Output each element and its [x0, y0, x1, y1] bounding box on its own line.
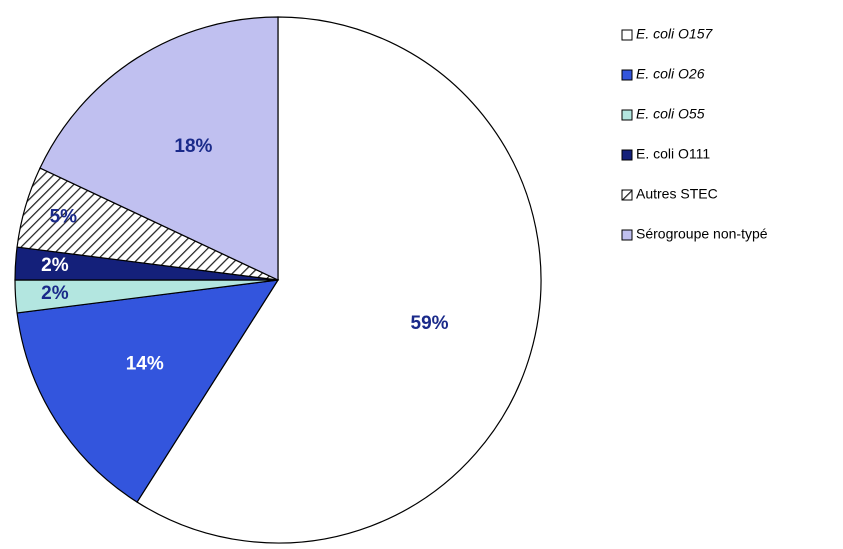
data-label: 2%	[41, 283, 69, 304]
data-label: 18%	[174, 136, 212, 157]
legend-label: E. coli O157	[636, 26, 713, 42]
legend-label: Autres STEC	[636, 186, 718, 202]
legend-label: E. coli O26	[636, 66, 705, 82]
legend-swatch	[621, 149, 633, 161]
legend-swatch	[621, 229, 633, 241]
legend-swatch	[621, 29, 633, 41]
pie-slice	[39, 16, 279, 281]
data-label: 14%	[126, 354, 164, 375]
data-label: 5%	[50, 207, 78, 228]
legend-swatch	[621, 69, 633, 81]
legend-label: Sérogroupe non-typé	[636, 226, 768, 242]
legend-swatch	[621, 189, 633, 201]
data-label: 59%	[411, 313, 449, 334]
pie-slice	[16, 279, 280, 503]
data-label: 2%	[41, 255, 69, 276]
legend-swatch	[621, 109, 633, 121]
legend-label: E. coli O55	[636, 106, 705, 122]
legend-label: E. coli O111	[636, 146, 710, 162]
pie-slice	[136, 16, 542, 544]
